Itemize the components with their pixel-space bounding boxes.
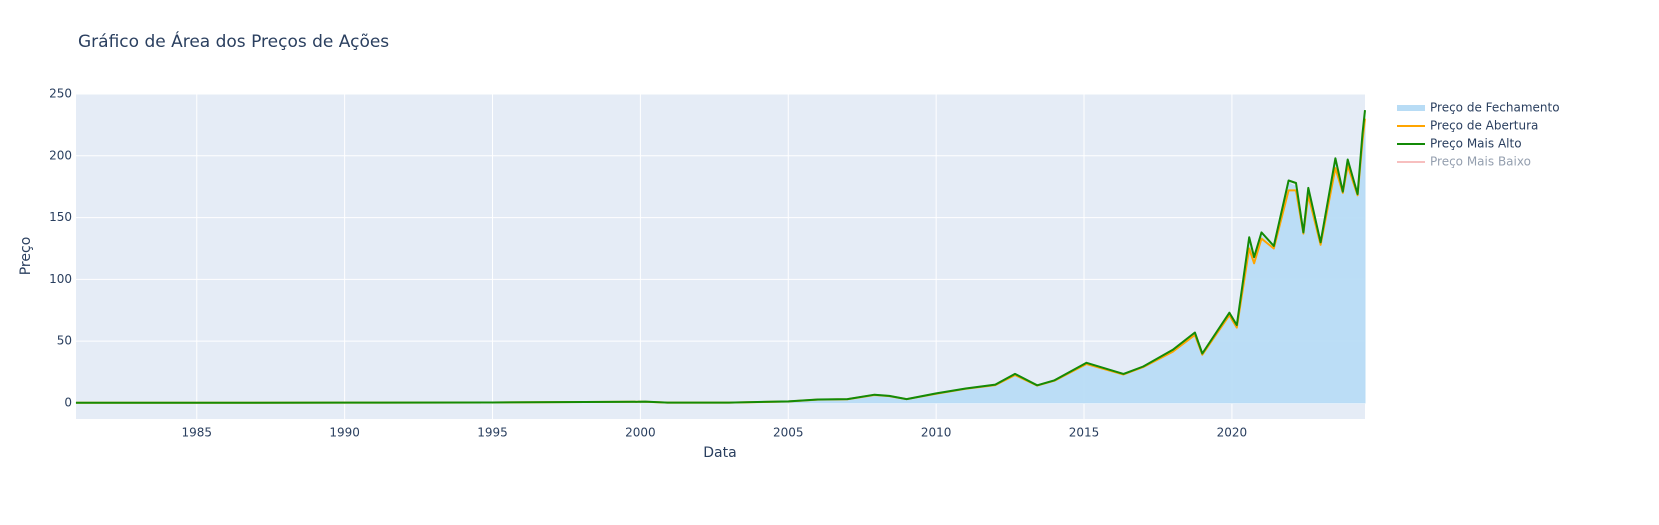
x-tick-label: 2020 [1217, 426, 1248, 440]
x-tick-label: 1985 [181, 426, 212, 440]
x-tick-label: 2015 [1069, 426, 1100, 440]
legend-label: Preço de Fechamento [1430, 101, 1560, 115]
legend: Preço de Fechamento Preço de Abertura Preç… [1397, 101, 1560, 169]
x-tick-label: 2000 [625, 426, 656, 440]
x-tick-label: 2010 [921, 426, 952, 440]
marks [75, 109, 1366, 404]
legend-label: Preço de Abertura [1430, 119, 1538, 133]
legend-swatch [1397, 105, 1425, 111]
legend-item[interactable]: Preço de Fechamento [1397, 101, 1560, 115]
y-tick-label: 100 [49, 272, 72, 286]
x-axis-label: Data [703, 445, 736, 461]
legend-item[interactable]: Preço Mais Baixo [1397, 155, 1531, 169]
y-tick-label: 50 [57, 334, 72, 348]
y-axis-label: Preço [18, 237, 34, 276]
x-tick-label: 1995 [477, 426, 508, 440]
y-tick-label: 250 [49, 87, 72, 101]
legend-item[interactable]: Preço de Abertura [1397, 119, 1538, 133]
chart-title: Gráfico de Área dos Preços de Ações [78, 30, 389, 52]
x-tick-label: 1990 [329, 426, 360, 440]
legend-label: Preço Mais Alto [1430, 137, 1522, 151]
y-tick-label: 0 [64, 395, 72, 409]
legend-label: Preço Mais Baixo [1430, 155, 1531, 169]
legend-item[interactable]: Preço Mais Alto [1397, 137, 1522, 151]
y-tick-label: 150 [49, 210, 72, 224]
y-tick-label: 200 [49, 148, 72, 162]
line [76, 109, 1366, 404]
x-tick-label: 2005 [773, 426, 804, 440]
